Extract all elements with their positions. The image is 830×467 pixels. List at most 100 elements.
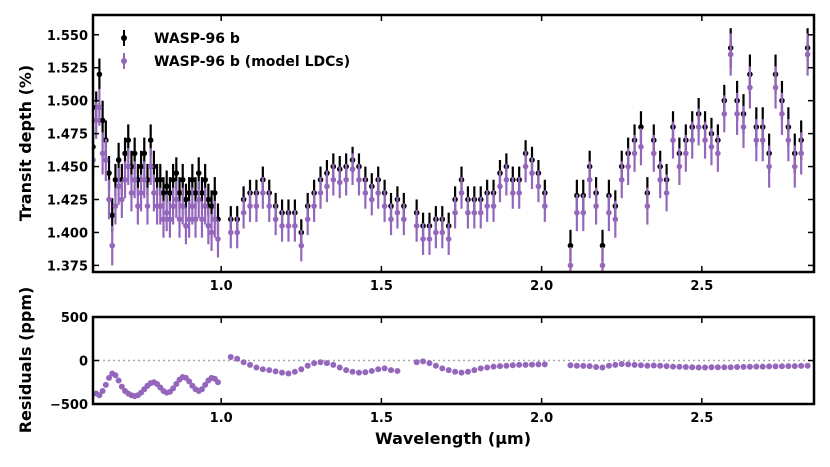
data-point xyxy=(167,216,173,223)
data-point xyxy=(413,223,420,229)
x-tick-label: 1.5 xyxy=(370,279,393,294)
data-point xyxy=(211,216,218,223)
data-point xyxy=(317,190,324,196)
data-point xyxy=(112,372,119,379)
data-point xyxy=(766,163,772,170)
data-point xyxy=(205,196,212,203)
data-point xyxy=(119,196,125,203)
data-point xyxy=(740,124,747,130)
data-point xyxy=(676,163,683,170)
data-point xyxy=(157,203,164,209)
data-point xyxy=(160,190,167,196)
legend-marker xyxy=(121,58,127,64)
data-point xyxy=(573,362,580,369)
data-point xyxy=(109,242,116,249)
data-point xyxy=(330,361,337,368)
data-point xyxy=(747,84,753,91)
bottom-axis-ticks: −500 0 500 1.0 1.5 2.0 2.5 xyxy=(50,311,814,426)
data-point xyxy=(574,209,580,216)
data-point xyxy=(612,361,619,368)
data-point xyxy=(102,381,109,388)
data-point xyxy=(740,363,747,370)
data-point xyxy=(138,163,144,170)
data-point xyxy=(509,362,516,369)
data-point xyxy=(695,364,702,371)
data-point xyxy=(131,150,138,157)
data-point xyxy=(186,378,193,385)
data-point xyxy=(227,354,234,361)
data-point xyxy=(439,365,446,372)
data-point xyxy=(99,117,106,124)
data-point xyxy=(266,203,273,209)
data-point xyxy=(192,216,199,223)
data-point xyxy=(753,363,760,370)
data-point xyxy=(432,362,439,369)
data-point xyxy=(484,203,490,209)
data-point xyxy=(103,157,109,163)
data-point xyxy=(644,362,651,369)
data-point xyxy=(311,360,318,367)
data-point xyxy=(214,379,221,386)
data-point xyxy=(599,242,606,249)
data-point xyxy=(791,163,798,170)
data-point xyxy=(708,364,715,371)
x-tick-label: 2.0 xyxy=(530,411,553,426)
data-point xyxy=(477,365,484,372)
data-point xyxy=(580,209,587,216)
data-point xyxy=(586,176,593,183)
data-point xyxy=(163,183,170,190)
data-point xyxy=(176,190,183,196)
data-point xyxy=(183,196,189,203)
data-point xyxy=(336,364,343,371)
data-point xyxy=(198,386,205,393)
x-tick-label: 2.0 xyxy=(530,279,553,294)
data-point xyxy=(433,229,439,236)
data-point xyxy=(368,367,375,374)
data-point xyxy=(375,366,382,373)
data-point xyxy=(179,203,186,209)
data-point xyxy=(186,190,192,196)
data-point xyxy=(375,190,381,196)
y-tick-label: 1.525 xyxy=(47,62,88,77)
data-point xyxy=(599,364,606,371)
data-point xyxy=(330,176,337,183)
data-point xyxy=(291,368,298,375)
data-point xyxy=(368,196,375,203)
data-point xyxy=(266,367,273,374)
data-point xyxy=(170,385,177,392)
data-point xyxy=(625,163,631,170)
data-point xyxy=(670,363,677,370)
data-point xyxy=(205,223,212,229)
data-point xyxy=(96,71,103,78)
data-point xyxy=(471,209,478,216)
data-point xyxy=(195,170,202,176)
data-point xyxy=(445,367,452,374)
data-point xyxy=(381,203,388,209)
data-point xyxy=(516,190,522,196)
y-tick-label: 1.375 xyxy=(47,259,88,274)
data-point xyxy=(535,183,542,190)
data-point xyxy=(349,368,356,375)
data-point xyxy=(779,111,785,117)
data-point xyxy=(593,364,600,371)
data-point xyxy=(490,203,497,209)
data-point xyxy=(426,236,433,242)
data-point xyxy=(157,176,164,183)
bottom-y-axis-label: Residuals (ppm) xyxy=(16,287,35,434)
data-point xyxy=(167,190,173,196)
data-point xyxy=(439,229,446,236)
data-point xyxy=(721,364,728,371)
legend-label-model-ldcs: WASP-96 b (model LDCs) xyxy=(154,54,350,70)
data-point xyxy=(96,104,103,111)
data-point xyxy=(689,137,696,144)
data-point xyxy=(599,262,606,269)
data-point xyxy=(147,137,154,144)
data-point xyxy=(804,51,811,58)
data-point xyxy=(128,190,135,196)
data-point xyxy=(186,216,192,223)
data-point xyxy=(445,236,452,242)
data-point xyxy=(279,369,286,376)
data-point xyxy=(452,209,458,216)
data-point xyxy=(259,366,266,373)
y-tick-label: 1.550 xyxy=(47,29,88,44)
